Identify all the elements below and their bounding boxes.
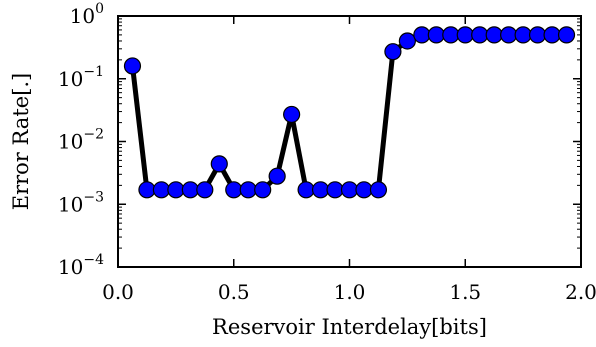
data-point <box>355 181 373 199</box>
data-point <box>152 181 171 199</box>
data-point <box>268 167 286 185</box>
y-tick-base: 10 <box>70 4 95 28</box>
y-tick-label: 10−3 <box>58 189 104 216</box>
series-line <box>130 32 567 193</box>
data-point <box>340 181 359 199</box>
data-point <box>514 26 532 44</box>
data-point <box>196 181 214 199</box>
data-point <box>543 26 561 44</box>
y-tick-exponent: 0 <box>95 1 104 17</box>
plot-area <box>123 26 576 199</box>
y-tick-label: 10−4 <box>58 252 104 279</box>
data-point <box>254 181 272 199</box>
data-point <box>384 43 402 61</box>
x-tick-label: 0.5 <box>218 280 250 304</box>
data-point <box>427 26 445 44</box>
data-point <box>311 181 330 199</box>
x-tick-label: 0.0 <box>102 280 134 304</box>
x-tick-label: 2.0 <box>565 280 596 304</box>
data-point <box>557 26 576 44</box>
data-point <box>123 57 142 75</box>
y-axis-label: Error Rate[.] <box>9 73 33 211</box>
data-point <box>398 32 416 50</box>
data-point <box>456 26 474 44</box>
y-tick-base: 10 <box>58 255 83 279</box>
y-tick-exponent: −1 <box>83 64 104 80</box>
plot-frame <box>117 15 582 268</box>
y-tick-base: 10 <box>58 192 83 216</box>
y-tick-base: 10 <box>58 130 83 154</box>
data-point <box>138 181 156 199</box>
data-point <box>471 26 489 44</box>
data-point <box>528 26 547 44</box>
data-point <box>500 26 518 44</box>
data-point <box>181 181 199 199</box>
data-point <box>413 26 431 44</box>
data-point <box>210 155 228 173</box>
y-tick-label: 10−1 <box>58 64 104 91</box>
data-point <box>485 26 503 44</box>
data-point <box>225 181 243 199</box>
data-point <box>239 181 257 199</box>
y-tick-exponent: −4 <box>83 252 104 268</box>
data-point <box>369 181 388 199</box>
y-tick-label: 10−2 <box>58 127 104 154</box>
y-tick-label: 100 <box>70 1 104 28</box>
x-axis-label: Reservoir Interdelay[bits] <box>212 315 487 339</box>
data-point <box>442 26 460 44</box>
y-tick-exponent: −2 <box>83 127 104 143</box>
data-point <box>167 181 185 199</box>
data-point <box>297 181 315 199</box>
x-tick-label: 1.5 <box>449 280 481 304</box>
data-point <box>283 105 301 124</box>
y-tick-base: 10 <box>58 67 83 91</box>
x-tick-label: 1.0 <box>334 280 366 304</box>
data-point <box>326 181 344 199</box>
y-tick-exponent: −3 <box>83 189 104 205</box>
